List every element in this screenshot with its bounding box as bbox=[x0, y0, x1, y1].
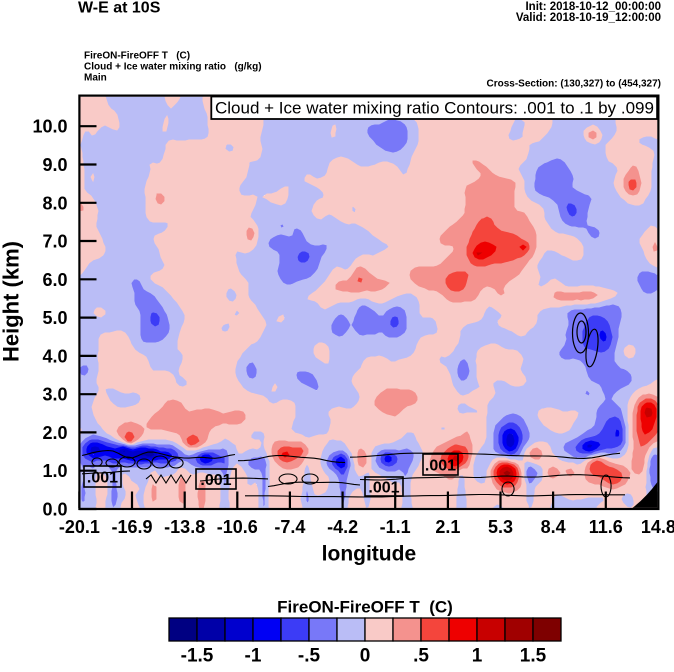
svg-text:FireON-FireOFF T (C): FireON-FireOFF T (C) bbox=[277, 598, 453, 617]
svg-text:3.0: 3.0 bbox=[42, 385, 67, 405]
svg-text:.5: .5 bbox=[413, 646, 429, 667]
svg-text:FireON-FireOFF T (C): FireON-FireOFF T (C) bbox=[84, 51, 190, 62]
svg-text:-4.2: -4.2 bbox=[327, 517, 358, 537]
svg-text:8.4: 8.4 bbox=[541, 517, 566, 537]
svg-text:4.0: 4.0 bbox=[42, 346, 67, 366]
svg-text:5.3: 5.3 bbox=[488, 517, 513, 537]
svg-text:2.0: 2.0 bbox=[42, 423, 67, 443]
svg-text:.001: .001 bbox=[368, 480, 399, 497]
svg-text:.001: .001 bbox=[200, 472, 231, 489]
svg-text:Init: 2018-10-12_00:00:00: Init: 2018-10-12_00:00:00 bbox=[525, 1, 661, 13]
svg-text:Cloud + Ice water mixing ratio: Cloud + Ice water mixing ratio Contours:… bbox=[215, 99, 654, 118]
svg-text:Cloud + Ice water mixing ratio: Cloud + Ice water mixing ratio (g/kg) bbox=[84, 62, 262, 73]
svg-text:2.1: 2.1 bbox=[435, 517, 460, 537]
svg-text:0.0: 0.0 bbox=[42, 500, 67, 520]
svg-text:-1.5: -1.5 bbox=[181, 646, 214, 667]
svg-text:longitude: longitude bbox=[322, 543, 416, 566]
svg-text:10.0: 10.0 bbox=[32, 117, 67, 137]
svg-text:-20.1: -20.1 bbox=[59, 517, 100, 537]
svg-text:-16.9: -16.9 bbox=[111, 517, 152, 537]
svg-text:Height (km): Height (km) bbox=[0, 241, 24, 362]
svg-text:Valid: 2018-10-19_12:00:00: Valid: 2018-10-19_12:00:00 bbox=[516, 12, 661, 24]
svg-text:14.8: 14.8 bbox=[641, 517, 674, 537]
svg-text:Main: Main bbox=[84, 73, 107, 84]
svg-text:5.0: 5.0 bbox=[42, 308, 67, 328]
svg-text:1.0: 1.0 bbox=[42, 461, 67, 481]
svg-text:-7.4: -7.4 bbox=[274, 517, 305, 537]
svg-text:8.0: 8.0 bbox=[42, 193, 67, 213]
svg-text:-1.1: -1.1 bbox=[380, 517, 411, 537]
svg-text:6.0: 6.0 bbox=[42, 270, 67, 290]
svg-text:1.5: 1.5 bbox=[520, 646, 547, 667]
svg-text:0: 0 bbox=[360, 646, 371, 667]
svg-text:-1: -1 bbox=[245, 646, 262, 667]
svg-text:-13.8: -13.8 bbox=[164, 517, 205, 537]
svg-text:-.5: -.5 bbox=[298, 646, 321, 667]
svg-text:11.6: 11.6 bbox=[589, 517, 623, 537]
svg-text:.001: .001 bbox=[425, 458, 456, 475]
svg-text:-10.6: -10.6 bbox=[217, 517, 258, 537]
svg-text:Cross-Section: (130,327) to (4: Cross-Section: (130,327) to (454,327) bbox=[486, 79, 661, 90]
svg-text:9.0: 9.0 bbox=[42, 155, 67, 175]
svg-text:.001: .001 bbox=[87, 470, 118, 487]
svg-text:7.0: 7.0 bbox=[42, 232, 67, 252]
svg-text:1: 1 bbox=[472, 646, 483, 667]
svg-text:W-E at 10S: W-E at 10S bbox=[78, 0, 161, 17]
